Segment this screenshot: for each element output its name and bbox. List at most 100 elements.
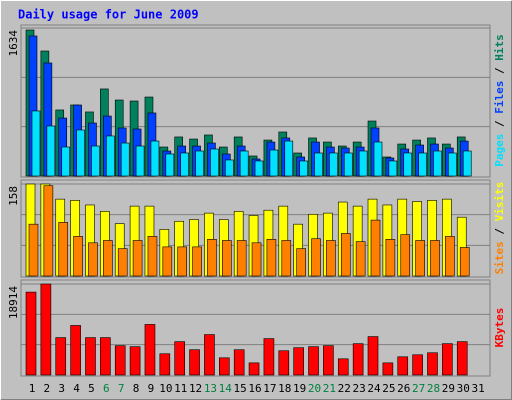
- bar: [358, 150, 368, 177]
- x-tick-label: 5: [88, 382, 95, 395]
- bar: [61, 146, 71, 177]
- bar: [159, 353, 171, 376]
- bar: [448, 152, 457, 177]
- bar: [385, 239, 396, 277]
- bar: [433, 150, 442, 177]
- legend: Sites / Visits: [493, 182, 506, 275]
- bar: [233, 349, 245, 376]
- bar: [165, 153, 175, 177]
- bar: [219, 357, 230, 376]
- chart-title: Daily usage for June 2009: [18, 8, 199, 22]
- bar: [236, 240, 247, 277]
- x-tick-label: 9: [148, 382, 155, 395]
- x-tick-label: 22: [338, 382, 351, 395]
- bar: [117, 248, 128, 277]
- bar: [103, 240, 113, 277]
- bar: [129, 346, 141, 376]
- bar: [222, 240, 232, 277]
- bar: [403, 152, 413, 177]
- x-tick-label: 16: [248, 382, 261, 395]
- y-tick-label: 1634: [7, 30, 20, 57]
- x-tick-label: 4: [73, 382, 80, 395]
- x-tick-label: 23: [353, 382, 366, 395]
- bar: [296, 248, 306, 277]
- x-tick-label: 31: [471, 382, 484, 395]
- x-tick-label: 8: [133, 382, 140, 395]
- legend-separator: /: [493, 61, 506, 81]
- legend-separator: /: [493, 114, 506, 134]
- bar: [382, 362, 394, 376]
- x-tick-label: 3: [58, 382, 65, 395]
- bar: [192, 246, 202, 277]
- bar: [147, 236, 158, 277]
- plot-area: [20, 279, 491, 377]
- legend-separator: /: [493, 221, 506, 241]
- bar: [352, 343, 364, 376]
- bar: [100, 337, 111, 376]
- bar: [397, 356, 409, 376]
- bar: [204, 334, 215, 376]
- bar: [314, 152, 323, 177]
- bar: [180, 152, 189, 177]
- legend-entry: Files: [493, 81, 506, 114]
- bar: [207, 239, 217, 277]
- x-tick-label: 12: [189, 382, 202, 395]
- legend-entry: Visits: [493, 182, 506, 222]
- bar: [251, 242, 262, 277]
- bar: [248, 362, 260, 376]
- bar: [40, 283, 52, 376]
- bar: [278, 350, 290, 376]
- bar: [55, 337, 67, 376]
- x-tick-label: 24: [367, 382, 381, 395]
- x-tick-label: 30: [457, 382, 470, 395]
- bar: [25, 291, 37, 376]
- x-tick-label: 27: [412, 382, 425, 395]
- bar: [293, 347, 304, 376]
- bar: [85, 337, 96, 376]
- y-tick-label: 18914: [7, 286, 20, 319]
- x-tick-label: 18: [278, 382, 291, 395]
- bar: [462, 150, 472, 177]
- x-tick-label: 25: [382, 382, 395, 395]
- bar: [418, 152, 427, 177]
- bar: [459, 247, 470, 277]
- bar: [263, 338, 275, 376]
- bar: [388, 160, 398, 177]
- bar: [174, 341, 185, 376]
- bar: [284, 140, 294, 177]
- x-tick-label: 10: [159, 382, 172, 395]
- bar: [456, 341, 468, 376]
- bar: [442, 343, 453, 376]
- bar: [427, 352, 438, 376]
- bar: [210, 148, 219, 177]
- bar: [269, 149, 279, 177]
- bar: [311, 238, 321, 277]
- x-tick-label: 13: [204, 382, 217, 395]
- bar: [367, 336, 379, 376]
- bar: [299, 160, 308, 177]
- legend: KBytes: [493, 308, 506, 348]
- x-tick-label: 26: [397, 382, 410, 395]
- legend-entry: Pages: [493, 134, 506, 167]
- bar: [106, 135, 115, 177]
- x-tick-label: 15: [234, 382, 247, 395]
- bar: [343, 152, 353, 177]
- x-tick-label: 21: [323, 382, 336, 395]
- bar: [114, 345, 126, 376]
- bar: [43, 185, 54, 277]
- bar: [340, 233, 351, 277]
- bar: [132, 240, 143, 277]
- legend-entry: KBytes: [493, 308, 506, 348]
- x-tick-label: 14: [219, 382, 233, 395]
- x-tick-label: 6: [103, 382, 110, 395]
- bar: [162, 246, 173, 277]
- bar: [373, 141, 383, 177]
- bar: [76, 129, 85, 177]
- bar: [445, 236, 455, 277]
- bar: [370, 219, 381, 277]
- legend-entry: Hits: [493, 34, 506, 61]
- bar: [195, 150, 204, 177]
